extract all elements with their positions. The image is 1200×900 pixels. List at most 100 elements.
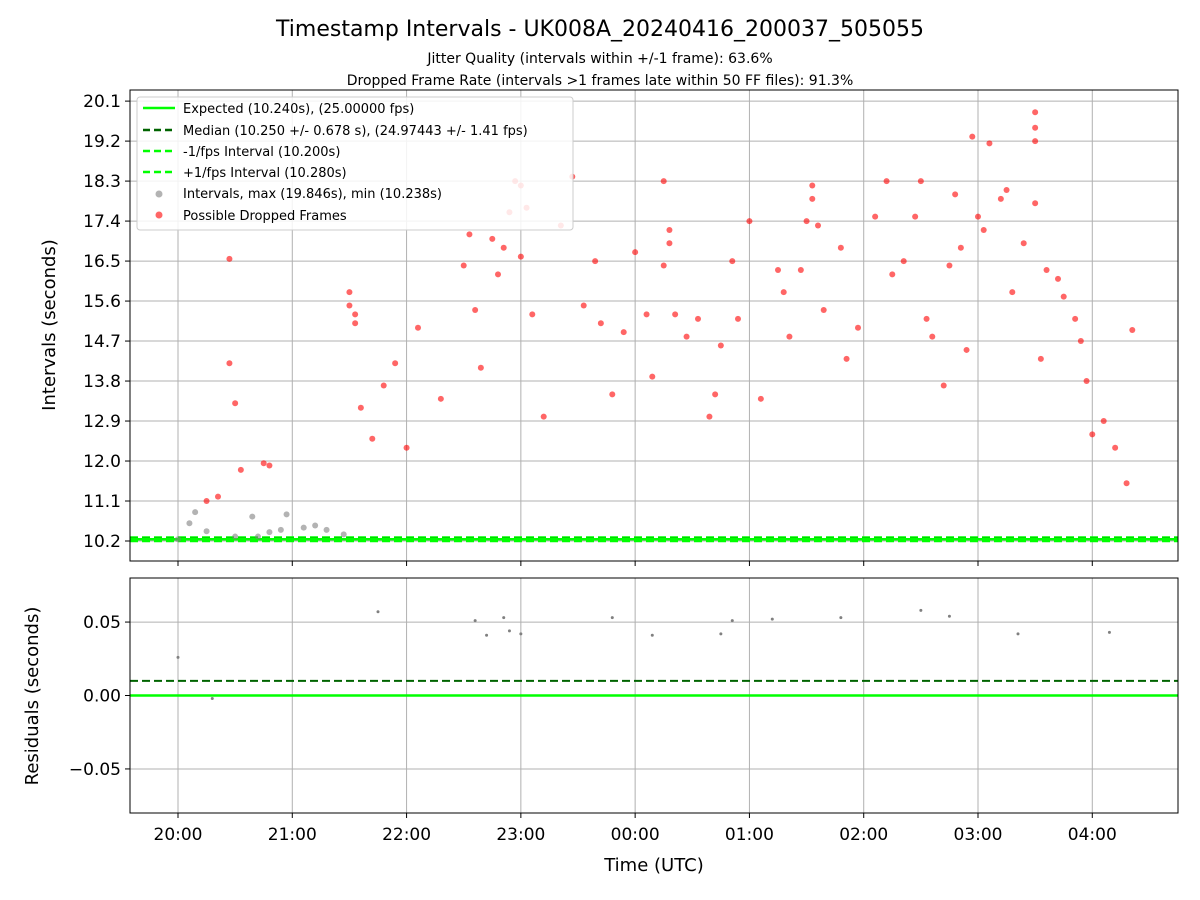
dropped-frame-point	[997, 195, 1004, 202]
interval-point	[312, 522, 319, 529]
dropped-frame-point	[797, 266, 804, 273]
dropped-frame-point	[889, 271, 896, 278]
chart-subtitle-jitter: Jitter Quality (intervals within +/-1 fr…	[426, 51, 772, 67]
legend-swatch-intervals	[155, 190, 163, 198]
chart-subtitle-dropped: Dropped Frame Rate (intervals >1 frames …	[347, 73, 854, 89]
dropped-frame-point	[683, 333, 690, 340]
dropped-frame-point	[215, 493, 221, 500]
bottom-y-tick-label: 0.00	[83, 687, 121, 707]
interval-point	[277, 526, 284, 533]
residual-point	[770, 617, 774, 621]
dropped-frame-point	[952, 191, 959, 198]
interval-point	[266, 529, 273, 536]
top-reference-lines	[130, 536, 1178, 543]
dropped-frame-point	[1043, 266, 1050, 273]
top-y-tick-label: 11.1	[83, 492, 121, 512]
x-tick-label: 21:00	[268, 825, 317, 845]
dropped-frame-point	[352, 311, 359, 318]
dropped-frame-point	[746, 218, 753, 225]
dropped-frame-point	[260, 460, 267, 467]
bottom-data-points	[176, 608, 1111, 700]
dropped-frame-point	[1003, 186, 1010, 193]
dropped-frame-point	[820, 306, 827, 313]
dropped-frame-point	[986, 140, 993, 147]
interval-point	[203, 528, 210, 535]
dropped-frame-point	[957, 244, 964, 251]
bottom-y-ticks: −0.05 0.00 0.05	[69, 613, 130, 780]
residual-point	[502, 616, 506, 620]
dropped-frame-point	[975, 213, 981, 220]
residual-point	[210, 696, 214, 700]
interval-point	[255, 533, 261, 540]
top-y-tick-label: 20.1	[83, 92, 121, 112]
dropped-frame-point	[369, 435, 376, 442]
bottom-y-tick-label: −0.05	[69, 760, 121, 780]
legend-swatch-dropped	[155, 211, 163, 219]
dropped-frame-point	[226, 255, 233, 262]
top-x-ticks	[177, 561, 1093, 566]
dropped-frame-point	[735, 315, 741, 322]
dropped-frame-point	[1020, 240, 1027, 247]
dropped-frame-point	[415, 324, 421, 331]
residual-point	[176, 655, 180, 659]
dropped-frame-point	[660, 178, 667, 185]
dropped-frame-point	[1100, 418, 1107, 425]
dropped-frame-point	[649, 373, 656, 380]
top-y-ticks: 10.2 11.1 12.0 12.9 13.8 14.7 15.6 16.5 17.4 18.3…	[83, 92, 130, 552]
dropped-frame-point	[460, 262, 467, 269]
top-y-tick-label: 16.5	[83, 252, 121, 272]
dropped-frame-point	[1112, 444, 1119, 451]
dropped-frame-point	[1072, 315, 1079, 322]
dropped-frame-point	[912, 213, 919, 220]
dropped-frame-point	[620, 329, 627, 336]
x-tick-label: 01:00	[725, 825, 774, 845]
legend-label-expected: Expected (10.240s), (25.00000 fps)	[183, 102, 414, 117]
dropped-frame-point	[855, 324, 861, 331]
residual-point	[1016, 632, 1020, 636]
interval-point	[283, 511, 290, 518]
dropped-frame-point	[803, 218, 810, 225]
legend-label-plus-fps: +1/fps Interval (10.280s)	[183, 166, 347, 181]
residual-point	[610, 616, 614, 620]
x-tick-label: 03:00	[954, 825, 1003, 845]
x-tick-label: 02:00	[839, 825, 888, 845]
dropped-frame-point	[643, 311, 650, 318]
legend-label-dropped: Possible Dropped Frames	[183, 209, 347, 224]
dropped-frame-point	[666, 226, 673, 233]
dropped-frame-point	[786, 333, 793, 340]
dropped-frame-point	[815, 222, 821, 229]
dropped-frame-point	[489, 235, 496, 242]
dropped-frame-point	[1032, 200, 1039, 207]
top-y-axis-label: Intervals (seconds)	[39, 239, 60, 411]
dropped-frame-point	[403, 444, 410, 451]
dropped-frame-point	[1032, 109, 1039, 116]
bottom-y-axis-label: Residuals (seconds)	[22, 607, 43, 786]
dropped-frame-point	[392, 360, 399, 367]
bottom-plot-frame	[129, 577, 1179, 814]
dropped-frame-point	[237, 466, 244, 473]
residual-point	[376, 610, 380, 614]
top-data-points	[175, 109, 1136, 543]
interval-point	[340, 531, 347, 538]
x-tick-label: 04:00	[1068, 825, 1117, 845]
residual-point	[730, 619, 734, 623]
bottom-x-axis-label: Time (UTC)	[603, 855, 704, 876]
dropped-frame-point	[1032, 124, 1039, 131]
dropped-frame-point	[1037, 355, 1044, 362]
residual-point	[839, 616, 843, 620]
dropped-frame-point	[597, 320, 604, 327]
interval-point	[249, 513, 256, 520]
top-y-tick-label: 10.2	[83, 532, 121, 552]
top-y-tick-label: 17.4	[83, 212, 121, 232]
dropped-frame-point	[540, 413, 547, 420]
legend-box	[136, 96, 574, 231]
interval-point	[300, 524, 307, 531]
top-y-tick-label: 13.8	[83, 372, 121, 392]
x-tick-label: 20:00	[154, 825, 203, 845]
dropped-frame-point	[437, 395, 444, 402]
dropped-frame-point	[380, 382, 387, 389]
residual-point	[519, 632, 523, 636]
dropped-frame-point	[980, 226, 987, 233]
residual-point	[947, 614, 951, 618]
dropped-frame-point	[872, 213, 879, 220]
